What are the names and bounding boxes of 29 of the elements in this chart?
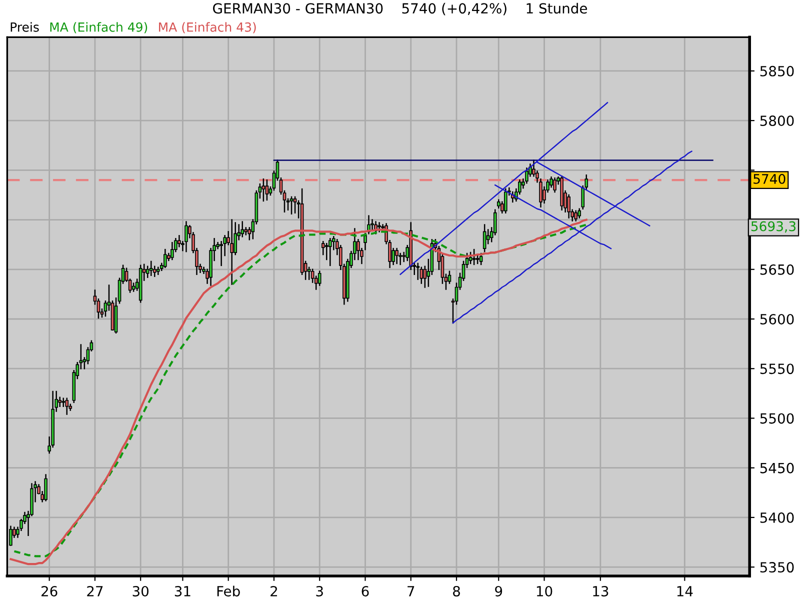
x-tick-label: 7 [408, 586, 414, 596]
x-tick-label: 9 [495, 586, 502, 596]
x-tick-label: 8 [453, 586, 460, 596]
text: MA (Einfach 43) [159, 22, 256, 34]
y-tick-label: 5350 [760, 562, 794, 573]
x-tick-label: 27 [87, 586, 103, 596]
y-tick-label: 5400 [760, 512, 794, 523]
y-tick-label: 5650 [760, 264, 794, 275]
y-tick-label: 5450 [760, 462, 794, 474]
x-tick-label: 30 [132, 586, 148, 596]
x-tick-label: Feb [217, 586, 240, 596]
x-tick-label: 14 [677, 586, 693, 596]
y-tick-label: 5850 [760, 66, 794, 76]
x-tick-label: 13 [593, 586, 608, 596]
text: 5693,3 [751, 221, 796, 233]
ref-line-label: 5740 [754, 174, 786, 184]
chart-title: GERMAN30 - GERMAN30 5740 (+0,42%) 1 Stunde [213, 2, 587, 16]
y-tick-label: 5600 [760, 314, 794, 324]
x-tick-label: 3 [316, 586, 323, 596]
y-tick-label: 5500 [760, 413, 794, 424]
x-tick-label: 31 [174, 586, 190, 596]
x-tick-label: 10 [536, 586, 552, 596]
y-tick-label: 5800 [760, 116, 794, 126]
text: MA (Einfach 49) [50, 22, 148, 34]
x-tick-label: 6 [362, 586, 369, 596]
y-tick-label: 5550 [760, 364, 794, 374]
x-tick-label: 2 [270, 586, 277, 596]
x-tick-label: 26 [42, 586, 58, 596]
text: Preis [10, 22, 39, 32]
